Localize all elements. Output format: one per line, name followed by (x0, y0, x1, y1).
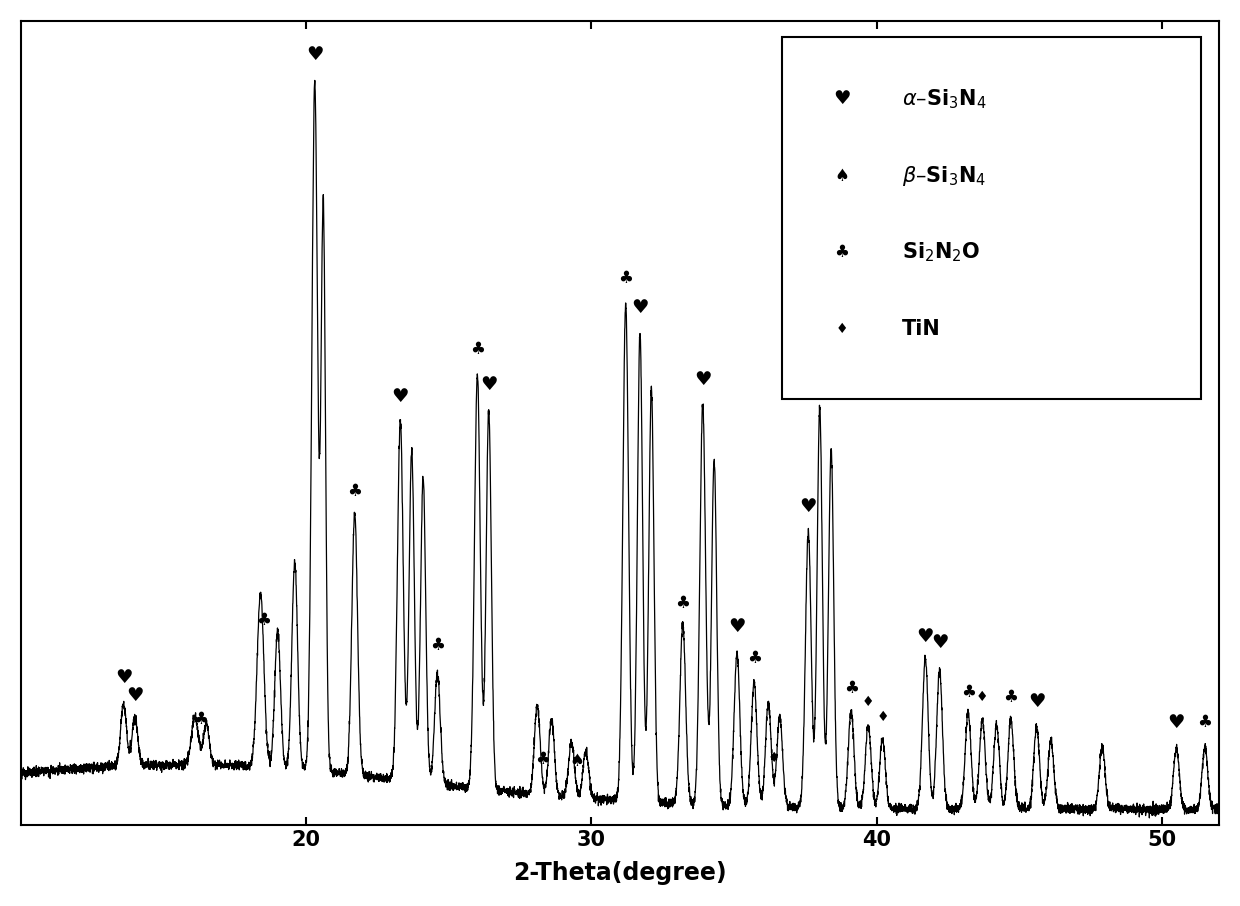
Text: ♥: ♥ (931, 633, 949, 652)
Text: ♣: ♣ (1198, 713, 1213, 731)
X-axis label: 2-Theta(degree): 2-Theta(degree) (513, 862, 727, 885)
Text: ♣: ♣ (193, 710, 208, 728)
Text: ♦: ♦ (862, 695, 874, 709)
Text: ♠: ♠ (835, 167, 849, 185)
Text: ♥: ♥ (115, 668, 133, 687)
Text: ♣: ♣ (843, 680, 858, 698)
Text: ♣: ♣ (430, 636, 445, 654)
Text: ♥: ♥ (126, 686, 144, 705)
Text: ♣: ♣ (347, 482, 362, 500)
Text: ♣: ♣ (619, 269, 634, 287)
Text: ♥: ♥ (631, 298, 649, 317)
Text: ♣: ♣ (835, 244, 849, 262)
Text: $\alpha$–Si$_3$N$_4$: $\alpha$–Si$_3$N$_4$ (901, 87, 986, 111)
Text: ♣: ♣ (746, 649, 761, 667)
Text: ♥: ♥ (306, 45, 324, 64)
Text: ♥: ♥ (800, 496, 817, 516)
Text: ♥: ♥ (916, 627, 934, 646)
Text: ♥: ♥ (1028, 692, 1045, 711)
Text: ♥: ♥ (728, 617, 745, 636)
Text: ♣: ♣ (1003, 689, 1018, 706)
FancyBboxPatch shape (781, 37, 1202, 399)
Text: ♣: ♣ (470, 340, 485, 358)
Text: ♣: ♣ (536, 750, 551, 768)
Text: ♥: ♥ (694, 370, 712, 389)
Text: ♣: ♣ (961, 683, 976, 701)
Text: ♥: ♥ (480, 375, 497, 394)
Text: TiN: TiN (901, 319, 940, 340)
Text: ♥: ♥ (392, 387, 409, 406)
Text: ♥: ♥ (1168, 713, 1185, 732)
Text: ♥: ♥ (811, 373, 828, 392)
Text: ♦: ♦ (768, 751, 780, 765)
Text: $\beta$–Si$_3$N$_4$: $\beta$–Si$_3$N$_4$ (901, 164, 986, 188)
Text: ♦: ♦ (836, 323, 848, 336)
Text: ♦: ♦ (877, 710, 889, 724)
Text: ♥: ♥ (833, 90, 851, 108)
Text: ♦: ♦ (976, 689, 988, 704)
Text: ♣: ♣ (255, 611, 270, 629)
Text: ♠: ♠ (569, 752, 584, 770)
Text: Si$_2$N$_2$O: Si$_2$N$_2$O (901, 241, 980, 265)
Text: ♣: ♣ (676, 593, 691, 612)
